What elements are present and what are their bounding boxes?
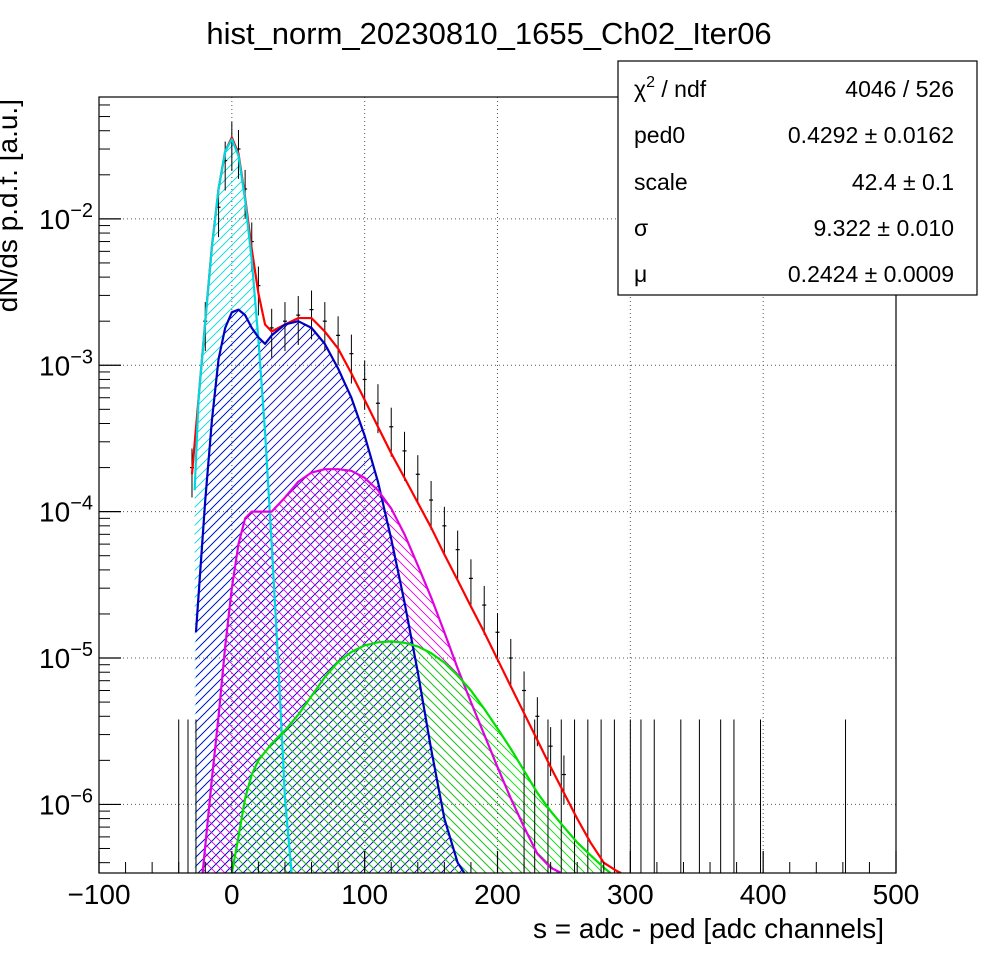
y-tick-label: 10−3	[39, 346, 93, 381]
x-tick-label: 100	[341, 879, 388, 910]
y-axis-label: dN/ds p.d.f. [a.u.]	[0, 99, 23, 312]
stats-row-value: 4046 / 526	[845, 76, 954, 102]
chart-title: hist_norm_20230810_1655_Ch02_Iter06	[206, 16, 771, 51]
x-axis-label: s = adc - ped [adc channels]	[533, 913, 884, 944]
fit-curves	[190, 136, 622, 873]
y-tick-label: 10−6	[39, 785, 93, 820]
x-tick-label: 500	[873, 879, 920, 910]
y-tick-label: 10−5	[39, 639, 93, 674]
stats-row-name: ped0	[634, 122, 685, 148]
x-tick-label: 200	[474, 879, 521, 910]
stats-row-name: σ	[634, 215, 648, 241]
fit-curve	[194, 308, 466, 873]
stats-box-frame	[617, 60, 978, 296]
stats-row-name: μ	[634, 261, 647, 287]
stats-row-name: scale	[634, 169, 688, 195]
fills	[194, 139, 611, 873]
stats-box: χ2 / ndf 4046 / 526 ped0 0.4292 ± 0.0162 sca…	[617, 60, 978, 296]
y-tick-label: 10−4	[39, 493, 93, 528]
axes: −100 0 100 200 300 400 500 10−6 10−5 10−4 10−3 10−2	[39, 104, 920, 910]
x-tick-label: 300	[607, 879, 654, 910]
fit-curve	[193, 138, 293, 873]
stats-row-value: 0.4292 ± 0.0162	[788, 122, 954, 148]
x-tick-label: 400	[740, 879, 787, 910]
y-tick-label: 10−2	[39, 200, 93, 235]
component-area	[231, 641, 611, 873]
fit-curve	[230, 640, 612, 873]
x-tick-label: −100	[67, 879, 130, 910]
stats-row-name: χ2 / ndf	[634, 74, 707, 102]
x-tick-label: 0	[224, 879, 240, 910]
fit-curve	[201, 468, 562, 873]
stats-row-value: 0.2424 ± 0.0009	[788, 261, 954, 287]
stats-row-value: 9.322 ± 0.010	[813, 215, 954, 241]
stats-row-value: 42.4 ± 0.1	[852, 169, 954, 195]
